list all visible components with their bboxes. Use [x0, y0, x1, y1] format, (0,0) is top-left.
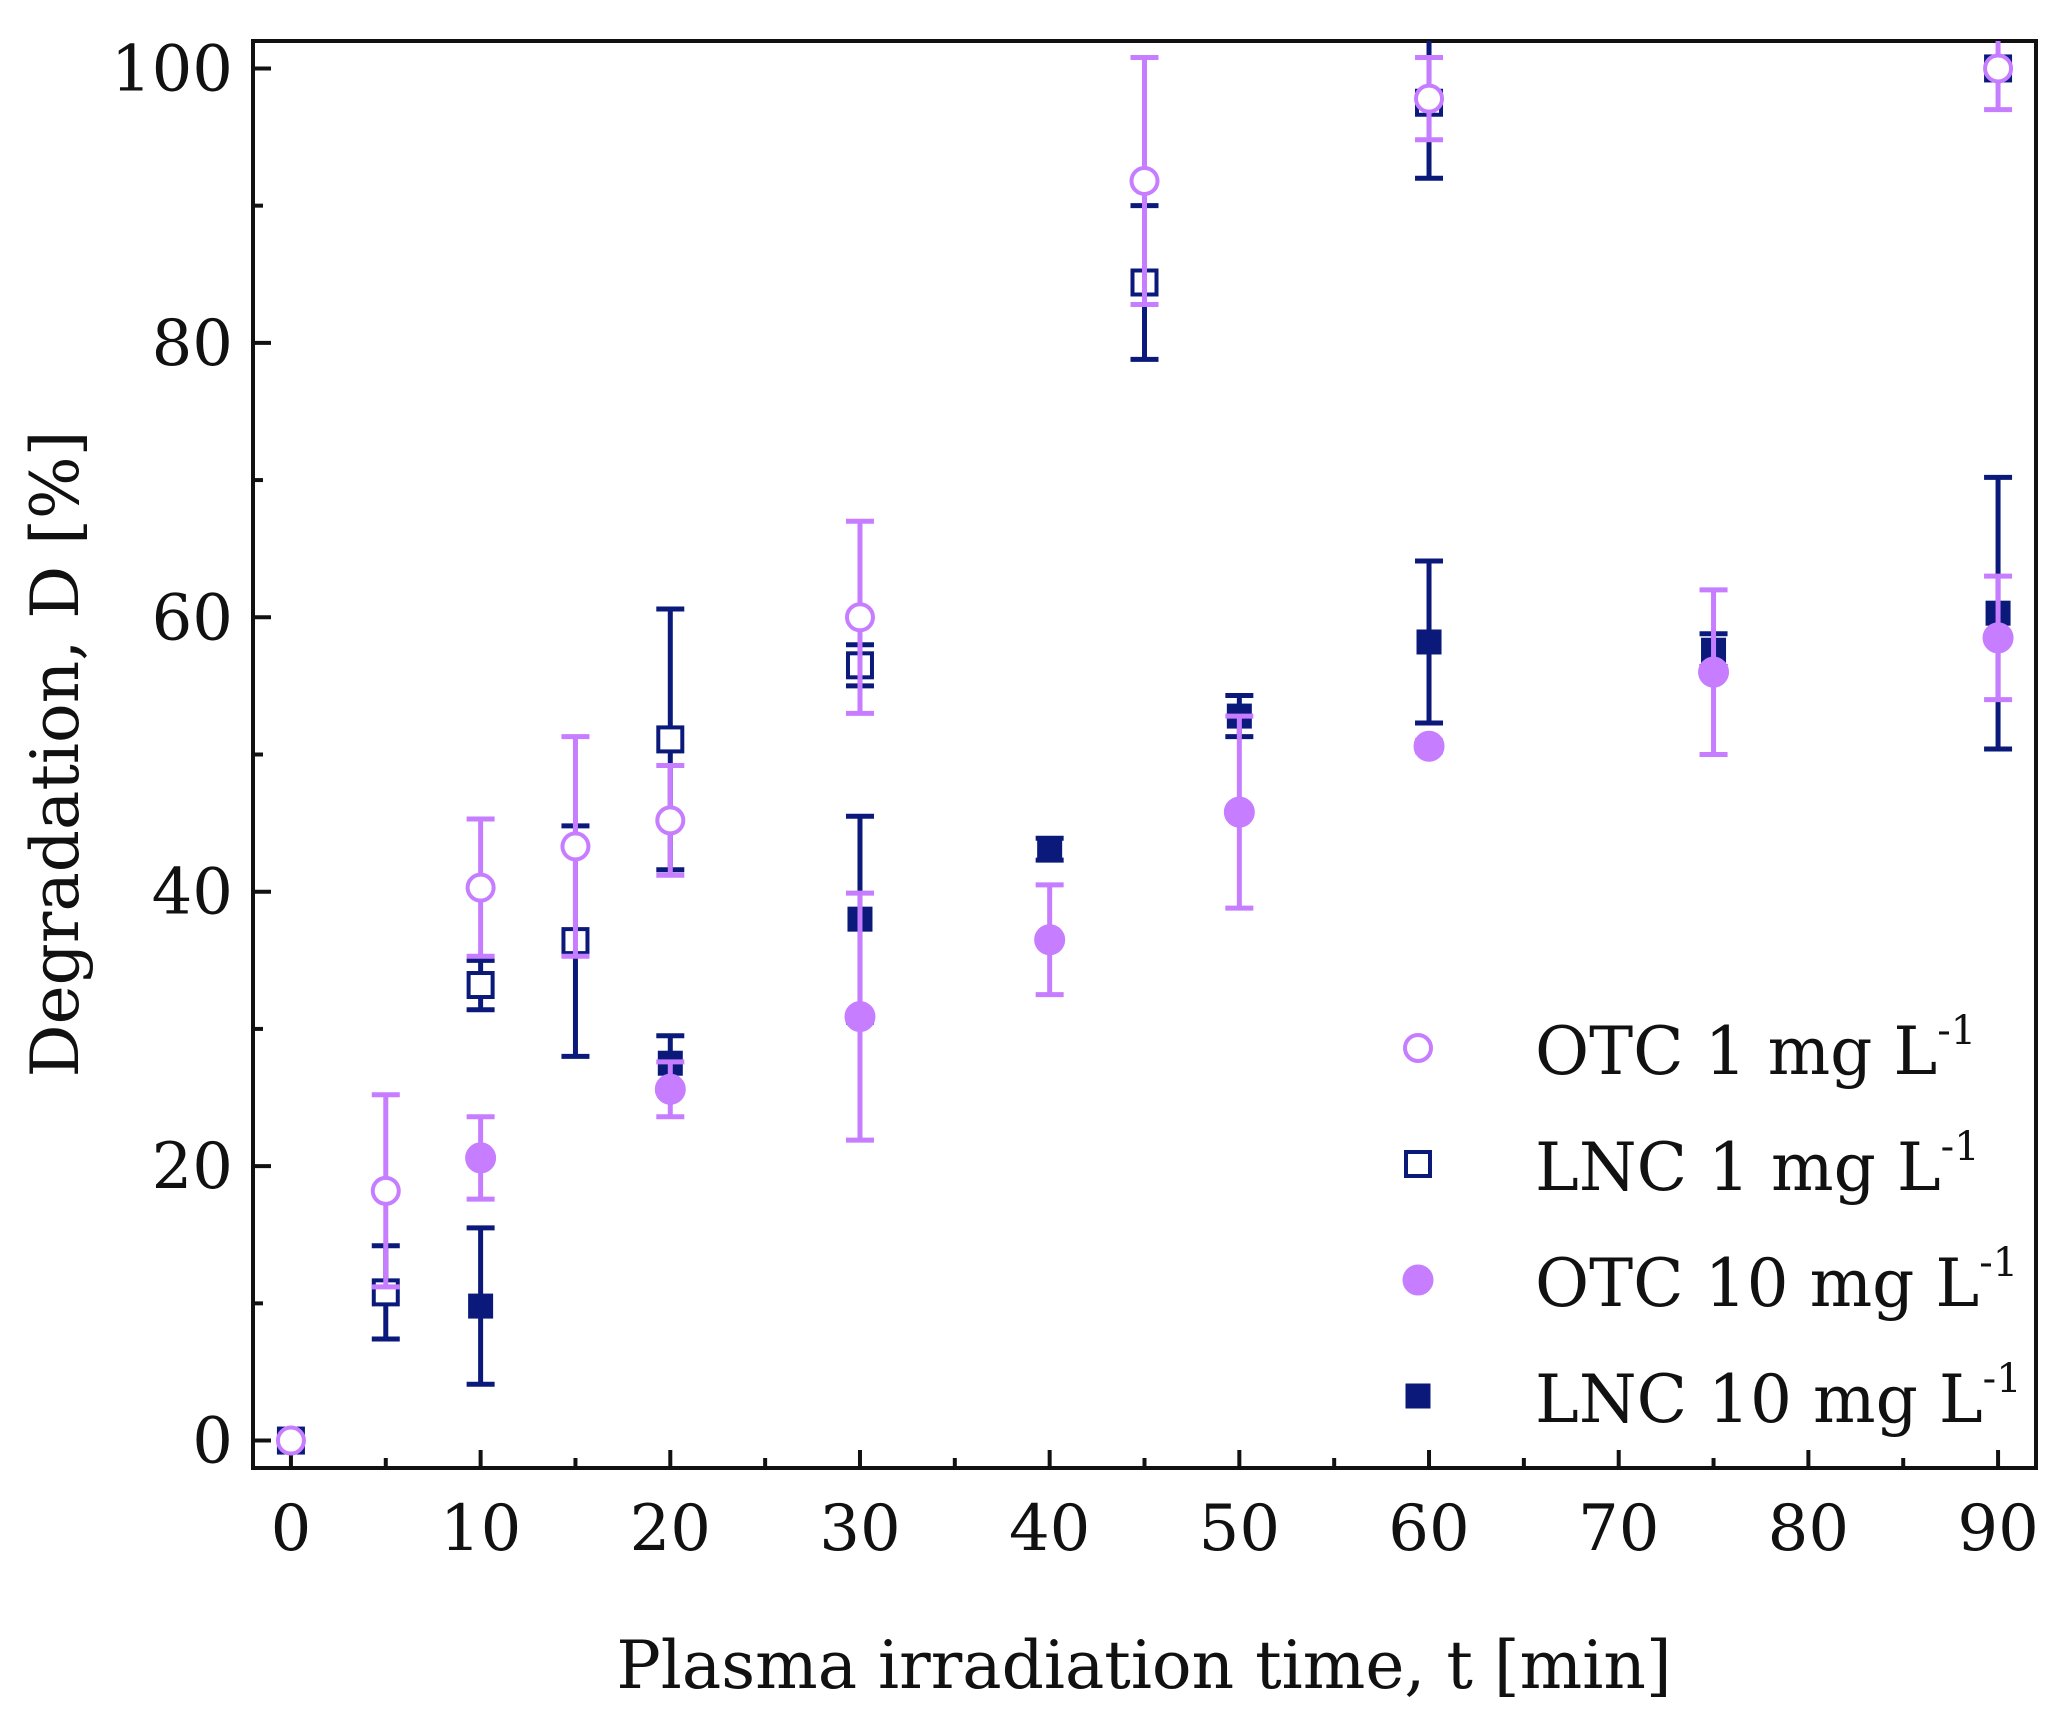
- data-marks: [275, 41, 2014, 1456]
- y-tick-label: 20: [152, 1130, 233, 1204]
- data-point: [468, 1293, 494, 1319]
- data-point: [844, 602, 875, 633]
- y-tick-label: 80: [152, 307, 233, 381]
- data-point: [275, 1425, 306, 1456]
- data-point: [465, 872, 496, 903]
- x-tick-label: 10: [440, 1492, 521, 1566]
- data-point: [655, 805, 686, 836]
- data-point: [1034, 924, 1066, 956]
- legend-label-superscript: -1: [1941, 1124, 1980, 1170]
- x-tick-label: 40: [1009, 1492, 1090, 1566]
- legend-marker: [1404, 1150, 1432, 1178]
- data-point: [1983, 53, 2014, 84]
- legend-label-superscript: -1: [1983, 1356, 2022, 1402]
- y-tick-label: 60: [152, 581, 233, 655]
- data-point: [656, 725, 685, 754]
- legend-item: LNC 10 mg L-1: [1405, 1356, 2022, 1438]
- data-point: [466, 971, 495, 1000]
- axis-ticks: 0 10 20 30 40 50 60 70 80 90 0 20 40 60 80 100: [111, 32, 2039, 1566]
- legend-label-text: LNC 10 mg L: [1535, 1361, 1983, 1438]
- y-tick-label: 40: [152, 856, 233, 930]
- x-tick-label: 60: [1388, 1492, 1469, 1566]
- legend-item: OTC 10 mg L-1: [1402, 1240, 2018, 1322]
- legend-label: LNC 1 mg L-1: [1535, 1124, 1980, 1206]
- x-tick-label: 30: [819, 1492, 900, 1566]
- x-tick-label: 20: [630, 1492, 711, 1566]
- data-point: [560, 831, 591, 862]
- y-axis-title: Degradation, D [%]: [17, 431, 94, 1078]
- legend-item: OTC 1 mg L-1: [1403, 1008, 1976, 1090]
- data-point: [370, 1175, 401, 1206]
- data-point: [1037, 836, 1063, 862]
- legend-label: LNC 10 mg L-1: [1535, 1356, 2022, 1438]
- x-tick-label: 70: [1578, 1492, 1659, 1566]
- data-point: [1413, 730, 1445, 762]
- legend-label-superscript: -1: [1979, 1240, 2018, 1286]
- data-point: [1223, 796, 1255, 828]
- data-point: [1982, 622, 2014, 654]
- legend-label: OTC 10 mg L-1: [1535, 1240, 2018, 1322]
- legend-label-text: LNC 1 mg L: [1535, 1129, 1941, 1206]
- series-otc-1-mg-l: [275, 41, 2014, 1456]
- y-tick-label: 100: [111, 32, 233, 106]
- data-point: [1698, 656, 1730, 688]
- legend-item: LNC 1 mg L-1: [1404, 1124, 1980, 1206]
- legend-marker: [1405, 1383, 1431, 1409]
- legend-marker: [1403, 1033, 1433, 1063]
- legend-marker: [1402, 1264, 1434, 1296]
- data-point: [844, 1001, 876, 1033]
- x-tick-label: 50: [1199, 1492, 1280, 1566]
- x-tick-label: 90: [1957, 1492, 2038, 1566]
- series-otc-10-mg-l: [465, 573, 2014, 1202]
- x-tick-label: 80: [1768, 1492, 1849, 1566]
- y-tick-label: 0: [192, 1405, 233, 1479]
- data-point: [1129, 165, 1160, 196]
- data-point: [654, 1073, 686, 1105]
- legend-label-text: OTC 10 mg L: [1535, 1245, 1979, 1322]
- data-point: [465, 1142, 497, 1174]
- legend-label-text: OTC 1 mg L: [1535, 1013, 1937, 1090]
- data-point: [1414, 83, 1445, 114]
- x-tick-label: 0: [271, 1492, 312, 1566]
- legend-label-superscript: -1: [1937, 1008, 1976, 1054]
- x-axis-title: Plasma irradiation time, t [min]: [616, 1627, 1671, 1704]
- data-point: [1416, 629, 1442, 655]
- legend-label: OTC 1 mg L-1: [1535, 1008, 1976, 1090]
